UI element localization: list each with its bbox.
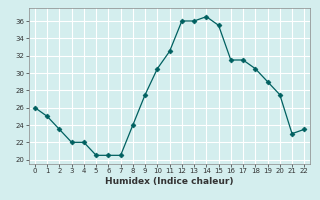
X-axis label: Humidex (Indice chaleur): Humidex (Indice chaleur): [105, 177, 234, 186]
